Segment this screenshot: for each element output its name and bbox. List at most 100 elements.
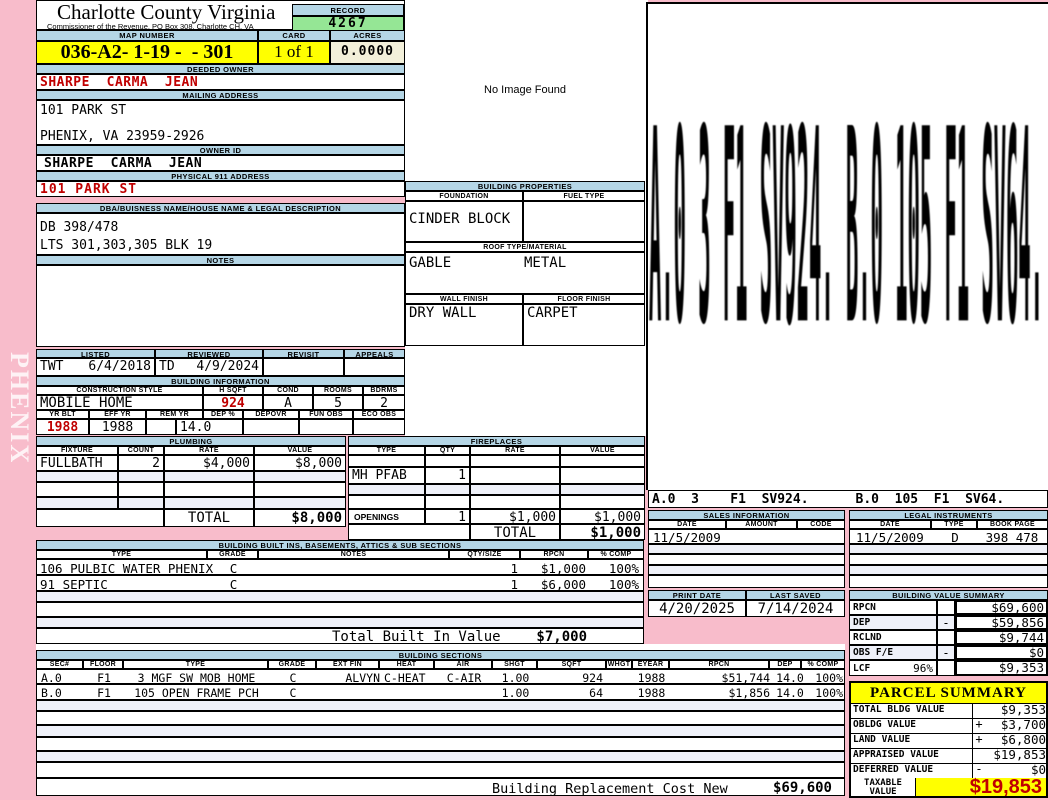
map-number-label: MAP NUMBER [36, 30, 258, 41]
empty-row [36, 617, 644, 628]
taxable-label: TAXABLE VALUE [851, 778, 916, 796]
parcel-summary-box: PARCEL SUMMARY TOTAL BLDG VALUE $9,353 O… [849, 681, 1048, 798]
card-label: CARD [258, 30, 330, 41]
building-information-header: BUILDING INFORMATION [36, 376, 405, 386]
openings-label: OPENINGS [348, 509, 425, 524]
builtin-grade: C [229, 577, 238, 591]
listed-value: TWT 6/4/2018 [36, 358, 155, 376]
depovr-value [243, 419, 299, 435]
bs-floor: F1 [97, 686, 111, 700]
building-sections-header: BUILDING SECTIONS [36, 650, 845, 660]
vs-value: $9,744 [955, 630, 1048, 645]
builtins-row: 91 SEPTIC C 1 $6,000 100% [36, 575, 644, 591]
ps-label: LAND VALUE [851, 733, 973, 749]
fireplaces-col-type: TYPE [348, 446, 425, 455]
empty-row [648, 544, 845, 554]
bs-col-heat: HEAT [379, 660, 434, 669]
li-col-date: DATE [849, 520, 931, 529]
fireplaces-col-value: VALUE [560, 446, 645, 455]
print-date-value: 4/20/2025 [648, 600, 746, 617]
revisit-value [263, 358, 344, 376]
building-section-row: A.0 F1 3 MGF SW MOB HOME C ALVYN C-HEAT … [36, 669, 845, 684]
replacement-cost-row: Building Replacement Cost New $69,600 [36, 778, 845, 796]
vs-label: DEP [853, 617, 871, 628]
bs-grade: C [289, 686, 297, 700]
last-saved-label: LAST SAVED [746, 590, 845, 600]
fireplace-value [560, 467, 645, 484]
vs-label-row: OBS F/E [849, 645, 937, 660]
bs-dep: 14.0 [776, 686, 804, 700]
bs-floor: F1 [97, 671, 111, 684]
effyr-value: 1988 [89, 419, 146, 435]
roof-type-value: GABLE [409, 255, 452, 271]
bs-grade: C [289, 671, 297, 684]
builtin-rpcn: $1,000 [540, 561, 586, 575]
vs-label-row: DEP [849, 615, 937, 630]
bs-type: 3 MGF SW MOB HOME [137, 671, 256, 684]
record-value: 4267 [292, 16, 404, 31]
notes-box [36, 265, 405, 347]
floorfinish-label: FLOOR FINISH [523, 294, 645, 304]
wallfinish-value: DRY WALL [405, 304, 523, 346]
sketch-panel: A.0 3 F1 SV924. B.0 105 F1 SV64. [646, 2, 1048, 490]
bs-col-grade: GRADE [268, 660, 316, 669]
record-label: RECORD [292, 4, 404, 16]
empty-row [648, 554, 845, 565]
empty-row [849, 575, 1048, 588]
replacement-cost-value: $69,600 [772, 780, 832, 796]
empty-row [164, 482, 254, 497]
empty-row [470, 455, 560, 467]
plumbing-rate: $4,000 [164, 455, 254, 471]
bs-shgt: 1.00 [501, 686, 530, 700]
empty-row [648, 565, 845, 575]
builtin-qty: 1 [510, 577, 518, 591]
plumbing-total-spacer [36, 509, 164, 527]
svg-text:A.0 3 F1 SV924. B.0 105 F1 S: A.0 3 F1 SV924. B.0 105 F1 SV64. [649, 77, 1043, 369]
builtin-comp: 100% [608, 577, 639, 591]
builtin-comp: 100% [608, 561, 639, 575]
empty-row [425, 484, 470, 495]
depovr-label: DEPOVR [243, 410, 299, 419]
empty-row [118, 497, 164, 509]
empty-row [560, 484, 645, 495]
vs-op [937, 600, 955, 615]
effyr-label: EFF YR [89, 410, 146, 419]
sales-header: SALES INFORMATION [648, 510, 845, 520]
sketch-caption: A.0 3 F1 SV924. B.0 105 F1 SV64. [648, 490, 1048, 508]
bs-sec: B.0 [41, 686, 62, 700]
vs-op: - [937, 645, 955, 660]
empty-row [36, 471, 118, 482]
empty-row [36, 700, 845, 711]
empty-row [36, 482, 118, 497]
builtins-col-rpcn: RPCN [520, 550, 588, 559]
builtin-rpcn: $6,000 [540, 577, 586, 591]
builtins-header: BUILDING BUILT INS, BASEMENTS, ATTICS & … [36, 540, 644, 550]
county-subtitle: Commissioner of the Revenue, PO Box 308,… [47, 22, 254, 30]
vs-label: RPCN [853, 602, 876, 613]
bs-sec: A.0 [41, 671, 62, 684]
listed-date: 6/4/2018 [88, 359, 151, 374]
empty-row [849, 565, 1048, 575]
bs-col-rpcn: RPCN [669, 660, 769, 669]
vs-label-row: RCLND [849, 630, 937, 645]
empty-row [36, 737, 845, 751]
remyr-value [146, 419, 176, 435]
empty-row [36, 602, 644, 617]
plumbing-col-count: COUNT [118, 446, 164, 455]
ecoobs-label: ECO OBS [353, 410, 405, 419]
empty-row [470, 484, 560, 495]
fireplaces-total-value: $1,000 [560, 524, 645, 540]
sketch-stretched-text: A.0 3 F1 SV924. B.0 105 F1 SV64. [649, 77, 1043, 369]
ps-op [971, 703, 987, 719]
plumbing-total-label: TOTAL [164, 509, 254, 527]
construction-style-value: MOBILE HOME [36, 395, 203, 410]
taxable-value: $19,853 [916, 777, 1046, 796]
ps-label: OBLDG VALUE [851, 718, 973, 734]
mailing-line2: PHENIX, VA 23959-2926 [40, 129, 205, 144]
fireplaces-total-spacer [348, 524, 470, 540]
bs-heat: C-HEAT [384, 671, 426, 684]
fueltype-value [523, 201, 645, 242]
ps-label: DEFERRED VALUE [851, 763, 973, 779]
roof-values: GABLE METAL [405, 252, 645, 294]
